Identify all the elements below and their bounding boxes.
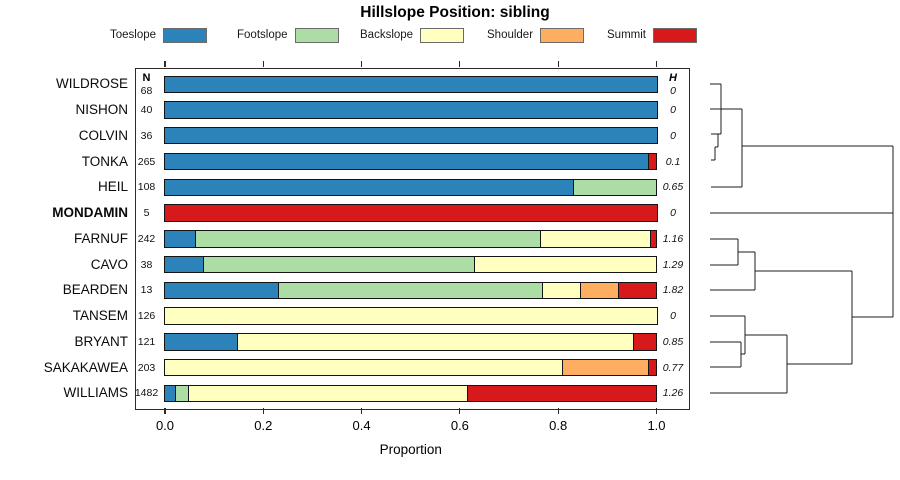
n-value: 68 — [140, 84, 153, 97]
n-value: 1482 — [134, 387, 159, 400]
bar-segment-summit — [617, 281, 658, 300]
h-column-header: H — [669, 71, 677, 84]
bar-segment-toeslope — [164, 75, 658, 93]
x-tick-bottom — [557, 408, 559, 414]
legend-entry-shoulder: Shoulder — [487, 27, 585, 43]
n-value: 38 — [140, 258, 153, 271]
legend-swatch — [294, 27, 339, 43]
n-value: 265 — [137, 155, 156, 168]
x-tick-bottom — [164, 408, 166, 414]
bar-segment-toeslope — [164, 127, 658, 145]
x-tick-bottom — [655, 408, 658, 414]
x-tick-bottom — [262, 408, 264, 414]
bar-segment-summit — [648, 152, 658, 171]
h-value: 0 — [670, 103, 676, 116]
row-label-tonka: TONKA — [81, 153, 128, 169]
bar-segment-summit — [633, 333, 658, 351]
h-value: 0.1 — [665, 155, 681, 168]
x-axis-label: Proportion — [379, 442, 442, 457]
row-label-heil: HEIL — [97, 179, 128, 195]
h-value: 0 — [670, 84, 676, 97]
n-value: 40 — [140, 103, 153, 116]
n-value: 36 — [140, 129, 153, 142]
h-value: 1.16 — [662, 232, 684, 245]
n-column-header: N — [142, 71, 151, 84]
legend-swatch — [420, 27, 465, 43]
legend-label: Footslope — [237, 29, 288, 41]
x-tick-bottom — [361, 408, 363, 414]
bar-segment-backslope — [473, 255, 658, 274]
x-tick-top — [164, 61, 166, 68]
legend-label: Backslope — [360, 29, 414, 41]
x-tick-label: 0.2 — [254, 418, 273, 433]
h-value: 0 — [670, 129, 676, 142]
h-value: 1.82 — [662, 284, 684, 297]
bar-segment-footslope — [572, 178, 658, 196]
row-label-tansem: TANSEM — [72, 308, 128, 324]
h-value: 1.26 — [662, 387, 684, 400]
bar-segment-summit — [647, 358, 658, 377]
bar-segment-summit — [466, 384, 658, 403]
row-label-cavo: CAVO — [90, 256, 128, 272]
bar-segment-toeslope — [164, 101, 658, 119]
legend-swatch — [163, 27, 208, 43]
x-tick-top — [262, 61, 264, 68]
x-tick-bottom — [459, 408, 461, 414]
row-label-wildrose: WILDROSE — [55, 76, 128, 92]
row-label-colvin: COLVIN — [78, 127, 128, 143]
x-tick-label: 0.4 — [352, 418, 371, 433]
h-value: 1.29 — [662, 258, 684, 271]
x-tick-top — [655, 61, 658, 68]
legend-label: Toeslope — [110, 29, 157, 41]
n-value: 121 — [137, 335, 156, 348]
bar-segment-backslope — [164, 307, 658, 325]
h-value: 0 — [670, 207, 676, 220]
x-tick-top — [361, 61, 363, 68]
x-tick-label: 1.0 — [647, 418, 666, 433]
n-value: 126 — [137, 310, 156, 323]
h-value: 0.65 — [662, 181, 684, 194]
bar-segment-summit — [650, 230, 658, 248]
n-value: 5 — [143, 207, 150, 220]
x-tick-label: 0.6 — [450, 418, 469, 433]
h-value: 0 — [670, 310, 676, 323]
n-value: 242 — [137, 232, 156, 245]
x-tick-label: 0.8 — [549, 418, 568, 433]
chart-title: Hillslope Position: sibling — [360, 4, 550, 21]
n-value: 13 — [140, 284, 153, 297]
n-value: 108 — [137, 181, 156, 194]
legend-swatch — [652, 27, 697, 43]
x-tick-top — [557, 61, 559, 68]
legend-label: Summit — [607, 29, 646, 41]
plot-frame — [135, 68, 690, 410]
n-value: 203 — [137, 361, 156, 374]
legend-entry-toeslope: Toeslope — [110, 27, 208, 43]
bar-segment-summit — [164, 204, 658, 222]
x-tick-top — [459, 61, 461, 68]
legend-entry-summit: Summit — [607, 27, 697, 43]
legend-swatch — [540, 27, 585, 43]
h-value: 0.85 — [662, 335, 684, 348]
row-label-bryant: BRYANT — [74, 333, 128, 349]
row-label-bearden: BEARDEN — [62, 282, 128, 298]
row-label-mondamin: MONDAMIN — [52, 205, 128, 221]
row-label-sakakawea: SAKAKAWEA — [43, 359, 128, 375]
legend-label: Shoulder — [487, 29, 534, 41]
row-label-nishon: NISHON — [75, 101, 128, 117]
legend-entry-backslope: Backslope — [360, 27, 465, 43]
legend-entry-footslope: Footslope — [237, 27, 339, 43]
row-label-farnuf: FARNUF — [74, 230, 128, 246]
h-value: 0.77 — [662, 361, 684, 374]
x-tick-label: 0.0 — [155, 418, 175, 433]
row-label-williams: WILLIAMS — [63, 385, 128, 401]
